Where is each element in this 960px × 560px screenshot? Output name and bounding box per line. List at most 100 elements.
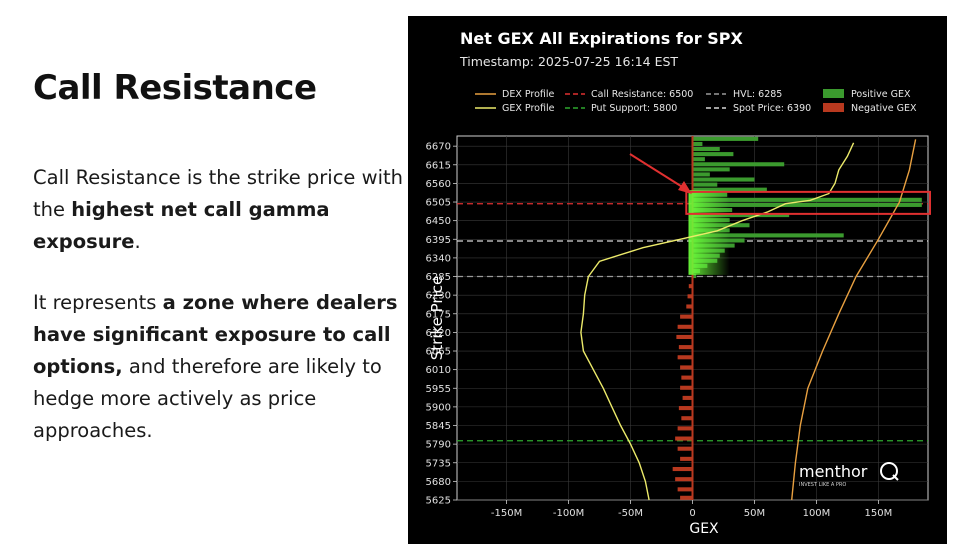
chart-subtitle: Timestamp: 2025-07-25 16:14 EST [459,54,678,69]
positive-gex-bar [692,157,705,162]
negative-gex-bar [676,334,693,340]
negative-gex-bar [680,385,693,390]
positive-gex-bar [692,187,767,192]
x-tick-label: -150M [491,508,522,519]
positive-gex-bar [692,141,703,147]
y-axis-label: Strike Price [428,276,446,360]
legend-dex-label: DEX Profile [502,89,555,100]
call-resistance-highlight-box [685,190,932,215]
positive-gex-bar [692,197,922,202]
chart-title: Net GEX All Expirations for SPX [460,29,744,48]
negative-gex-bar [677,355,693,360]
y-tick-label: 5955 [426,384,451,395]
negative-gex-bar [672,466,693,472]
legend-hvl-label: HVL: 6285 [733,89,782,100]
pointer-arrow-head [678,181,692,194]
legend-negative-swatch [823,103,844,112]
negative-gex-bar [680,314,693,319]
positive-gex-bar [692,177,755,182]
x-tick-label: 50M [744,508,765,519]
legend-call-resistance-label: Call Resistance: 6500 [591,89,693,100]
positive-gex-bar [692,213,790,218]
y-tick-label: 6395 [426,235,451,246]
gex-chart: Net GEX All Expirations for SPX Timestam… [426,29,932,537]
definition-text: Call Resistance is the strike price with… [33,166,403,221]
positive-gex-bar [692,182,718,187]
legend-gex-label: GEX Profile [502,103,555,114]
y-tick-label: 5680 [426,477,451,488]
y-tick-label: 5845 [426,421,451,432]
positive-gex-bar [692,136,759,141]
explanation-end: and therefore are likely to hedge more a… [33,355,382,442]
negative-gex-bar [688,284,693,289]
y-tick-label: 6175 [426,309,451,320]
definition-emphasis: highest net call gamma exposure [33,198,330,253]
positive-gex-bar [692,152,734,157]
legend-put-support-label: Put Support: 5800 [591,103,677,114]
legend-spot-label: Spot Price: 6390 [733,103,811,114]
dex-profile-line [791,139,917,501]
explanation-emphasis: a zone where dealers have significant ex… [33,291,398,378]
profile-lines [580,139,917,501]
y-tick-label: 6340 [426,253,451,264]
negative-gex-bar [686,304,693,309]
y-tick-label: 6065 [426,347,451,358]
negative-gex-bar [675,436,693,441]
y-tick-label: 6285 [426,272,451,283]
gex-chart-panel: Net GEX All Expirations for SPX Timestam… [408,16,947,544]
x-tick-label: 100M [803,508,831,519]
negative-gex-bar [678,406,693,411]
y-tick-label: 5900 [426,402,451,413]
watermark-tagline: INVEST LIKE A PRO [799,482,846,488]
positive-gex-bar [692,202,922,207]
axis-ticks: 5625 5680 5735 5790 5845 5900 5955 6010 6065 6120… [426,142,893,519]
definition-paragraph: Call Resistance is the strike price with… [33,162,403,258]
legend-positive-label: Positive GEX [851,89,911,100]
x-tick-label: -100M [553,508,584,519]
annotations [629,153,932,215]
y-tick-label: 5790 [426,440,451,451]
chart-legend: DEX Profile GEX Profile Call Resistance:… [475,89,917,114]
grid-layer [457,136,928,501]
x-tick-label: -50M [618,508,643,519]
positive-gex-bar [692,172,710,177]
negative-gex-bar [677,487,693,492]
y-tick-label: 6505 [426,198,451,209]
explanation-paragraph: It represents a zone where dealers have … [33,287,403,447]
negative-gex-bar [687,294,693,299]
positive-gex-bar [692,167,730,172]
y-tick-label: 6010 [426,365,451,376]
positive-gex-bar [692,273,697,279]
negative-gex-bar [678,345,693,350]
watermark: menthor INVEST LIKE A PRO [799,462,899,488]
gex-profile-line [580,142,855,501]
y-tick-label: 6230 [426,291,451,302]
watermark-q-icon [880,462,898,480]
negative-gex-bar [681,375,693,380]
y-tick-label: 6450 [426,216,451,227]
negative-gex-bar [680,365,693,370]
y-tick-label: 6670 [426,142,451,153]
negative-gex-bar [682,395,693,400]
y-tick-label: 5625 [426,496,451,507]
slide-title: Call Resistance [33,68,317,108]
positive-gex-bar [692,162,785,167]
negative-gex-bar [677,426,693,431]
watermark-brand: menthor [799,462,868,481]
negative-gex-bar [680,495,693,500]
positive-gex-bar [692,233,844,238]
legend-positive-swatch [823,89,844,98]
negative-gex-bar [680,456,693,461]
pointer-arrow-shaft [629,153,685,189]
x-tick-label: 150M [865,508,893,519]
y-tick-label: 5735 [426,458,451,469]
x-axis-label: GEX [689,521,719,537]
y-tick-label: 6560 [426,179,451,190]
negative-gex-bar [677,324,693,329]
positive-gex-bar [692,147,720,152]
negative-gex-bar [677,446,693,451]
legend-negative-label: Negative GEX [851,103,917,114]
explanation-text: It represents [33,291,163,314]
y-tick-label: 6615 [426,160,451,171]
negative-gex-bar [675,477,693,482]
